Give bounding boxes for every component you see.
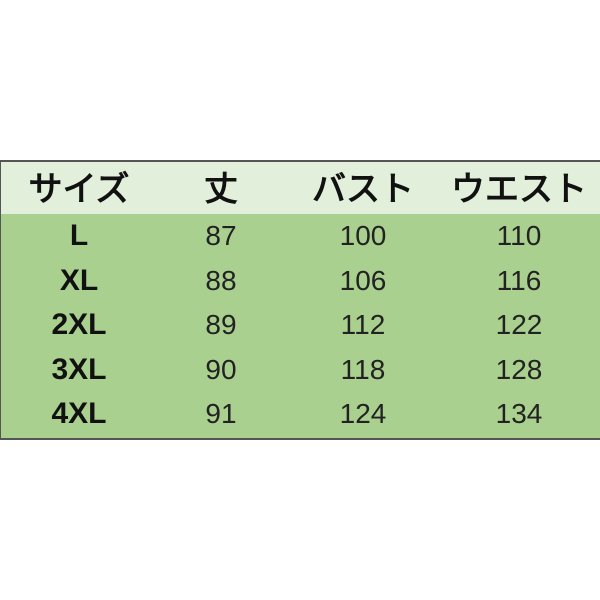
- body-rows: [1, 214, 600, 438]
- header-row: [1, 162, 600, 214]
- value-cell: 91: [205, 398, 237, 429]
- size-cell: XL: [59, 263, 99, 297]
- value-cell: 100: [339, 220, 387, 251]
- value-cell: 90: [205, 353, 237, 385]
- value-cell: 87: [205, 220, 237, 251]
- value-cell: 89: [205, 309, 237, 340]
- value-cell: 106: [339, 264, 387, 296]
- value-cell: 124: [339, 398, 387, 429]
- value-cell: 116: [496, 264, 542, 296]
- value-cell: 112: [340, 309, 386, 340]
- value-cell: 110: [496, 220, 542, 251]
- header-cell: 丈: [204, 170, 238, 209]
- size-cell: L: [69, 219, 89, 252]
- header-cell: ウエスト: [451, 170, 587, 209]
- header-cell: サイズ: [28, 170, 130, 209]
- value-cell: 88: [205, 264, 237, 296]
- size-cell: 4XL: [51, 397, 107, 430]
- size-cell: 2XL: [51, 308, 107, 341]
- size-table: サイズ 丈 バスト ウエスト L 87 100 110 XL 88 106 116 2XL 89 112 12…: [0, 160, 600, 440]
- value-cell: 128: [495, 353, 543, 385]
- value-cell: 134: [495, 398, 543, 429]
- value-cell: 118: [340, 353, 386, 385]
- header-cell: バスト: [312, 170, 414, 209]
- size-cell: 3XL: [51, 352, 107, 386]
- value-cell: 122: [495, 309, 543, 340]
